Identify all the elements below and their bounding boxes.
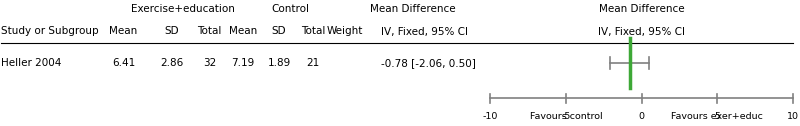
Text: 1.89: 1.89 — [267, 58, 290, 68]
Text: -5: -5 — [562, 112, 570, 121]
Text: Study or Subgroup: Study or Subgroup — [1, 26, 98, 37]
Text: Mean Difference: Mean Difference — [599, 4, 685, 14]
Text: Total: Total — [198, 26, 222, 37]
Text: Mean: Mean — [110, 26, 138, 37]
Text: IV, Fixed, 95% CI: IV, Fixed, 95% CI — [381, 26, 468, 37]
Text: IV, Fixed, 95% CI: IV, Fixed, 95% CI — [598, 26, 685, 37]
Text: SD: SD — [272, 26, 286, 37]
Text: 5: 5 — [714, 112, 720, 121]
Text: 21: 21 — [306, 58, 320, 68]
Text: Favours exer+educ: Favours exer+educ — [671, 112, 763, 121]
Text: 10: 10 — [787, 112, 799, 121]
Text: SD: SD — [164, 26, 178, 37]
Text: Exercise+education: Exercise+education — [130, 4, 234, 14]
Text: Total: Total — [301, 26, 326, 37]
Text: -0.78 [-2.06, 0.50]: -0.78 [-2.06, 0.50] — [381, 58, 476, 68]
Text: 7.19: 7.19 — [231, 58, 254, 68]
Text: Heller 2004: Heller 2004 — [1, 58, 61, 68]
Text: Favours control: Favours control — [530, 112, 602, 121]
Text: Weight: Weight — [327, 26, 363, 37]
Text: 2.86: 2.86 — [160, 58, 183, 68]
Text: Control: Control — [271, 4, 309, 14]
Text: Mean Difference: Mean Difference — [370, 4, 456, 14]
Text: 32: 32 — [203, 58, 216, 68]
Text: -10: -10 — [482, 112, 498, 121]
Text: 6.41: 6.41 — [112, 58, 135, 68]
Text: 0: 0 — [638, 112, 645, 121]
Text: Mean: Mean — [229, 26, 258, 37]
